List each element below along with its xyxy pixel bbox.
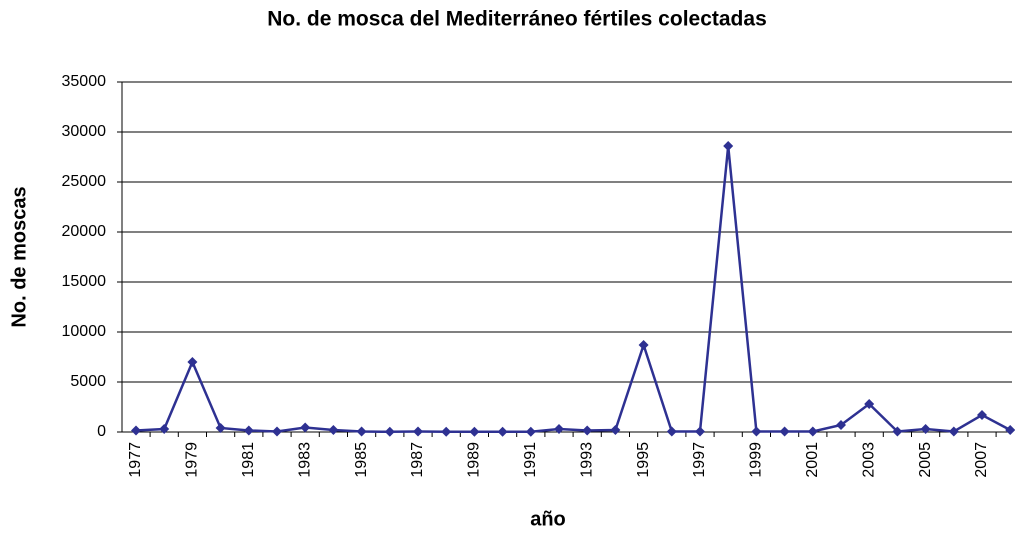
x-tick-label: 1977	[127, 442, 144, 478]
marker	[836, 420, 846, 430]
marker	[977, 410, 987, 420]
marker	[300, 422, 311, 433]
y-tick-label: 35000	[62, 73, 107, 90]
marker	[779, 426, 790, 437]
marker	[807, 426, 818, 437]
y-tick-label: 20000	[62, 223, 107, 240]
marker	[892, 426, 903, 437]
marker	[610, 425, 621, 435]
marker	[1005, 425, 1015, 435]
marker	[215, 423, 226, 433]
y-tick-label: 0	[97, 423, 106, 440]
marker	[384, 426, 395, 437]
marker	[525, 426, 536, 437]
marker	[638, 340, 649, 350]
marker	[469, 426, 480, 437]
marker	[948, 426, 959, 437]
marker	[666, 426, 677, 437]
y-tick-label: 25000	[62, 173, 107, 190]
x-tick-label: 1991	[522, 442, 539, 478]
x-tick-label: 1999	[748, 442, 765, 478]
marker	[695, 426, 705, 437]
x-axis-title: año	[530, 508, 566, 530]
x-tick-label: 2001	[804, 442, 821, 478]
marker	[441, 426, 452, 437]
y-tick-label: 10000	[62, 323, 107, 340]
marker	[864, 399, 875, 409]
x-tick-label: 1987	[409, 442, 426, 478]
x-tick-label: 2007	[973, 442, 990, 478]
x-tick-label: 2005	[917, 442, 934, 478]
marker	[751, 426, 762, 437]
marker	[272, 426, 282, 437]
marker	[159, 424, 170, 434]
marker	[723, 141, 734, 151]
x-tick-label: 1981	[240, 442, 257, 478]
x-tick-label: 1985	[353, 442, 370, 478]
x-tick-label: 1997	[691, 442, 708, 478]
y-axis-title: No. de moscas	[8, 186, 30, 327]
x-tick-label: 1979	[184, 442, 201, 478]
y-tick-label: 15000	[62, 273, 107, 290]
x-tick-label: 1983	[296, 442, 313, 478]
y-tick-label: 5000	[70, 373, 106, 390]
marker	[554, 424, 564, 434]
x-tick-label: 1995	[635, 442, 652, 478]
marker	[497, 426, 508, 437]
marker	[328, 425, 339, 435]
marker	[356, 426, 367, 437]
line	[135, 145, 1011, 434]
marker	[187, 357, 198, 367]
x-tick-label: 1989	[466, 442, 483, 478]
marker	[413, 426, 423, 437]
x-tick-label: 2003	[860, 442, 877, 478]
marker	[131, 425, 141, 436]
chart-title: No. de mosca del Mediterráneo fértiles c…	[267, 8, 767, 31]
x-tick-label: 1993	[578, 442, 595, 478]
y-tick-label: 30000	[62, 123, 107, 140]
marker	[582, 425, 593, 436]
marker	[243, 425, 254, 436]
marker	[920, 424, 931, 434]
